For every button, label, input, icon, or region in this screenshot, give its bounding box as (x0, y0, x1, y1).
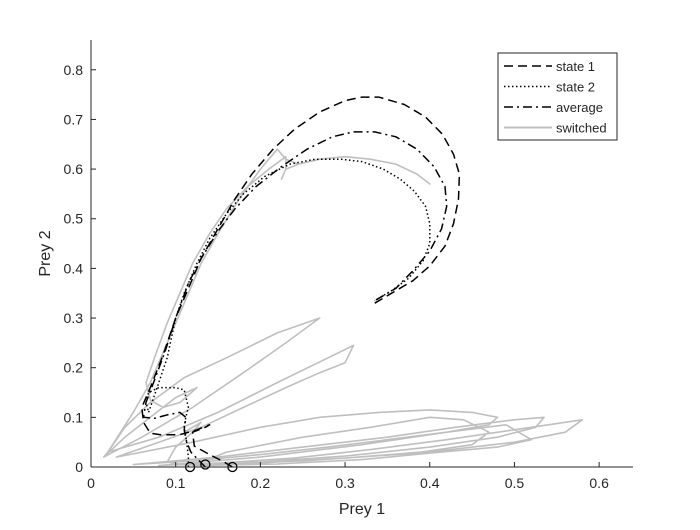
legend-box (497, 52, 618, 141)
x-tick-label: 0 (87, 475, 95, 491)
series-line-average (142, 131, 448, 468)
series-layer (102, 96, 583, 468)
start-marker (200, 459, 211, 470)
y-tick-label: 0.4 (64, 260, 84, 276)
y-tick-label: 0.2 (64, 360, 84, 376)
y-tick-label: 0.8 (64, 62, 84, 78)
series-line-switched (102, 148, 583, 467)
legend-entry-label: average (556, 100, 603, 115)
legend-entry-label: state 2 (556, 80, 595, 95)
legend: state 1 state 2 average switched (497, 52, 618, 141)
y-tick-label: 0.7 (64, 111, 84, 127)
y-tick-label: 0.6 (64, 161, 84, 177)
y-tick-label: 0 (75, 459, 83, 475)
x-tick-label: 0.4 (420, 475, 440, 491)
legend-entry-label: state 1 (556, 59, 595, 74)
y-tick-label: 0.3 (64, 310, 84, 326)
y-axis-label: Prey 2 (37, 230, 54, 276)
series-line-state-2 (145, 158, 431, 467)
y-tick-label: 0.5 (64, 211, 84, 227)
legend-entry-label: switched (556, 121, 607, 136)
y-tick-label: 0.1 (64, 409, 84, 425)
axes: 0 0.1 0.2 0.3 0.4 0.5 0.6 0 0.1 0.2 0.3 0.4 0.5 0.6 0.… (64, 40, 633, 491)
x-tick-label: 0.6 (589, 475, 609, 491)
x-tick-label: 0.1 (166, 475, 186, 491)
x-tick-label: 0.2 (251, 475, 271, 491)
x-tick-label: 0.3 (335, 475, 355, 491)
x-axis-label: Prey 1 (339, 501, 385, 518)
x-tick-label: 0.5 (505, 475, 525, 491)
series-line-state-1 (141, 96, 461, 468)
